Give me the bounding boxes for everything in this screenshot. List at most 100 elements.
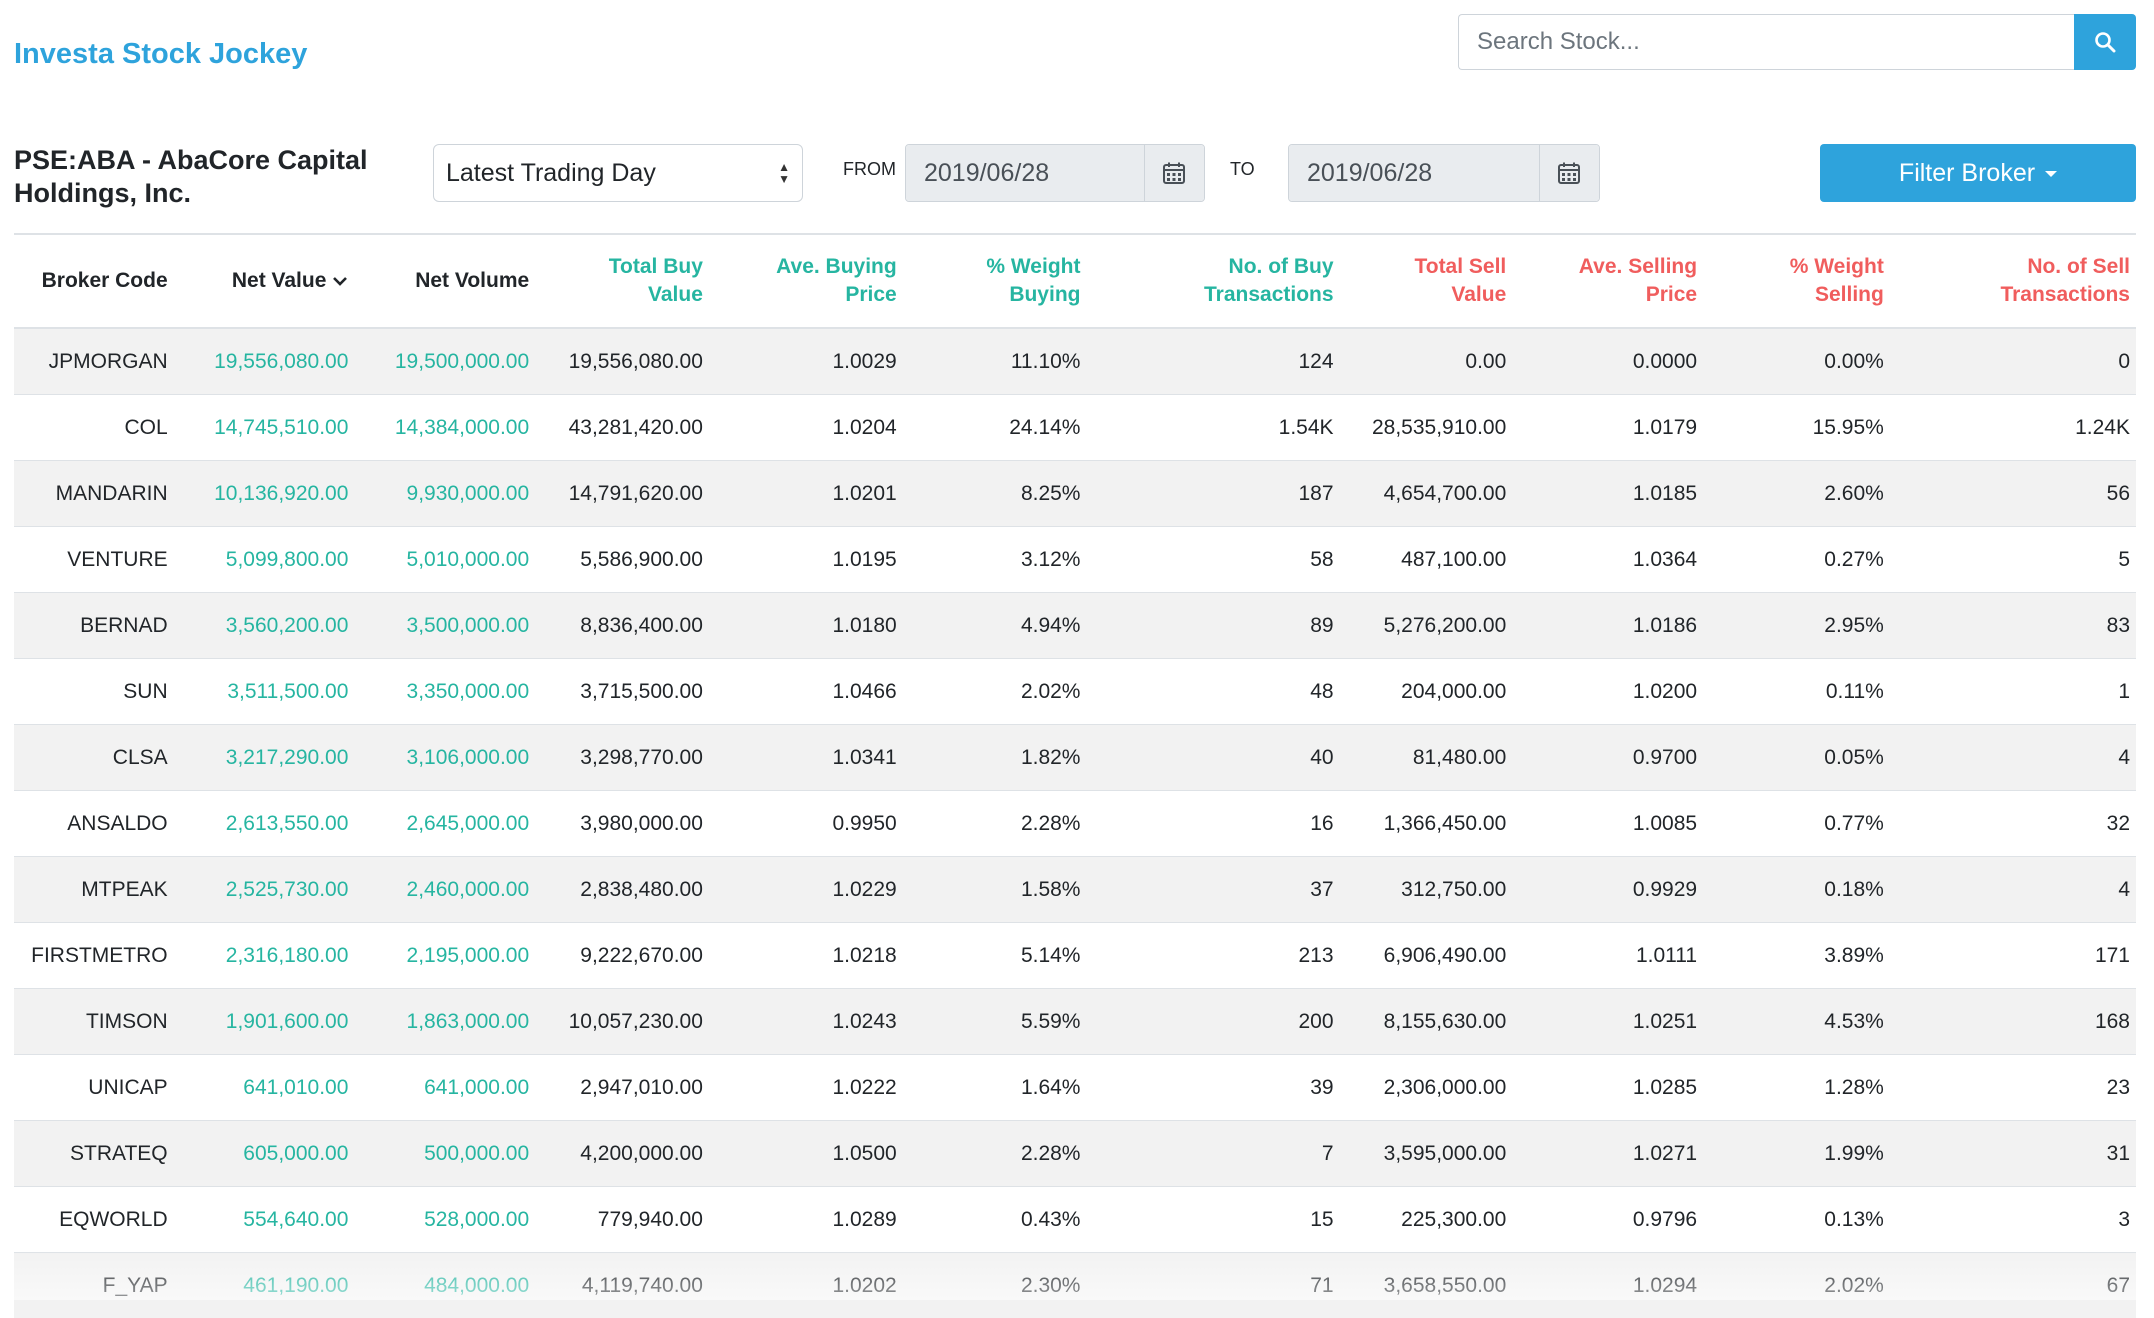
filter-broker-label: Filter Broker: [1899, 159, 2035, 188]
cell-net-value: 14,745,510.00: [168, 395, 349, 461]
cell-weight-buying: 11.10%: [897, 328, 1081, 395]
search-button[interactable]: [2074, 14, 2136, 70]
cell-sell-transactions: 4: [1884, 857, 2136, 923]
cell-total-sell-value: 4,654,700.00: [1334, 461, 1507, 527]
cell-sell-transactions: 1.24K: [1884, 395, 2136, 461]
cell-ave-selling-price: 1.0364: [1506, 527, 1697, 593]
cell-weight-buying: 2.30%: [897, 1253, 1081, 1318]
cell-net-value: 554,640.00: [168, 1187, 349, 1253]
cell-ave-selling-price: 0.9700: [1506, 725, 1697, 791]
cell-net-value: 19,556,080.00: [168, 328, 349, 395]
cell-total-sell-value: 225,300.00: [1334, 1187, 1507, 1253]
cell-sell-transactions: 168: [1884, 989, 2136, 1055]
calendar-icon: [1557, 161, 1581, 185]
cell-total-buy-value: 9,222,670.00: [529, 923, 703, 989]
filter-broker-button[interactable]: Filter Broker: [1820, 144, 2136, 202]
cell-total-buy-value: 4,119,740.00: [529, 1253, 703, 1318]
col-broker-code[interactable]: Broker Code: [14, 235, 168, 328]
period-select[interactable]: Latest Trading Day ▲▼: [433, 144, 803, 202]
cell-buy-transactions: 187: [1080, 461, 1333, 527]
cell-net-volume: 3,106,000.00: [348, 725, 529, 791]
cell-buy-transactions: 200: [1080, 989, 1333, 1055]
cell-ave-buying-price: 1.0289: [703, 1187, 897, 1253]
cell-ave-selling-price: 1.0186: [1506, 593, 1697, 659]
cell-weight-buying: 2.28%: [897, 1121, 1081, 1187]
cell-total-buy-value: 3,298,770.00: [529, 725, 703, 791]
cell-ave-buying-price: 1.0341: [703, 725, 897, 791]
cell-weight-selling: 0.27%: [1697, 527, 1884, 593]
cell-ave-selling-price: 1.0200: [1506, 659, 1697, 725]
cell-net-volume: 5,010,000.00: [348, 527, 529, 593]
cell-net-value: 5,099,800.00: [168, 527, 349, 593]
cell-net-volume: 14,384,000.00: [348, 395, 529, 461]
cell-ave-selling-price: 1.0251: [1506, 989, 1697, 1055]
to-calendar-button[interactable]: [1539, 145, 1599, 201]
cell-weight-buying: 1.64%: [897, 1055, 1081, 1121]
app-brand[interactable]: Investa Stock Jockey: [14, 38, 307, 71]
cell-total-sell-value: 312,750.00: [1334, 857, 1507, 923]
cell-ave-buying-price: 1.0466: [703, 659, 897, 725]
cell-ave-buying-price: 1.0500: [703, 1121, 897, 1187]
cell-weight-selling: 4.53%: [1697, 989, 1884, 1055]
cell-net-value: 1,901,600.00: [168, 989, 349, 1055]
cell-net-volume: 2,460,000.00: [348, 857, 529, 923]
cell-ave-selling-price: 0.9796: [1506, 1187, 1697, 1253]
cell-broker-code: MTPEAK: [14, 857, 168, 923]
col-net-volume[interactable]: Net Volume: [348, 235, 529, 328]
cell-total-buy-value: 10,057,230.00: [529, 989, 703, 1055]
cell-weight-selling: 15.95%: [1697, 395, 1884, 461]
cell-net-value: 3,560,200.00: [168, 593, 349, 659]
cell-total-buy-value: 8,836,400.00: [529, 593, 703, 659]
cell-ave-selling-price: 1.0085: [1506, 791, 1697, 857]
cell-buy-transactions: 7: [1080, 1121, 1333, 1187]
cell-broker-code: SUN: [14, 659, 168, 725]
col-net-value[interactable]: Net Value: [168, 235, 349, 328]
cell-net-volume: 3,350,000.00: [348, 659, 529, 725]
cell-net-value: 3,217,290.00: [168, 725, 349, 791]
to-date-input[interactable]: 2019/06/28: [1289, 145, 1539, 201]
cell-buy-transactions: 48: [1080, 659, 1333, 725]
cell-weight-selling: 0.13%: [1697, 1187, 1884, 1253]
cell-total-sell-value: 5,276,200.00: [1334, 593, 1507, 659]
period-select-value: Latest Trading Day: [446, 159, 656, 188]
cell-ave-selling-price: 0.9929: [1506, 857, 1697, 923]
cell-ave-buying-price: 0.9950: [703, 791, 897, 857]
cell-net-volume: 2,645,000.00: [348, 791, 529, 857]
from-date-input[interactable]: 2019/06/28: [906, 145, 1144, 201]
cell-ave-selling-price: 1.0285: [1506, 1055, 1697, 1121]
search-input[interactable]: [1458, 14, 2074, 70]
cell-buy-transactions: 16: [1080, 791, 1333, 857]
from-calendar-button[interactable]: [1144, 145, 1204, 201]
from-label: FROM: [843, 159, 896, 180]
cell-sell-transactions: 5: [1884, 527, 2136, 593]
cell-broker-code: UNICAP: [14, 1055, 168, 1121]
cell-ave-buying-price: 1.0180: [703, 593, 897, 659]
cell-broker-code: ANSALDO: [14, 791, 168, 857]
cell-ave-selling-price: 1.0185: [1506, 461, 1697, 527]
cell-buy-transactions: 213: [1080, 923, 1333, 989]
